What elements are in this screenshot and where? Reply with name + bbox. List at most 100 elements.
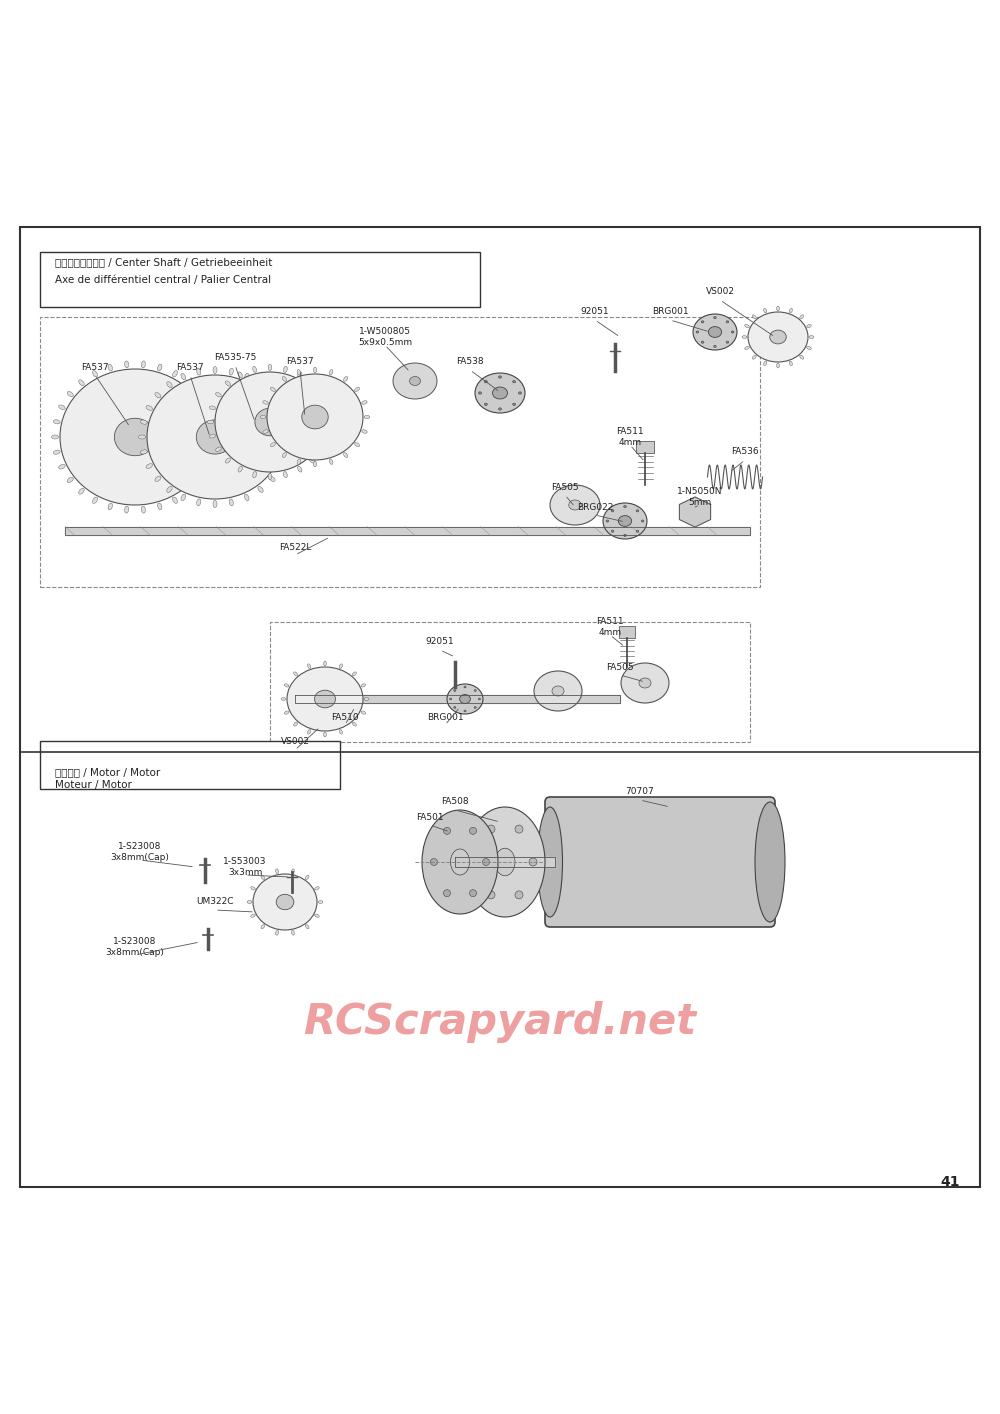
Ellipse shape (515, 826, 523, 833)
Ellipse shape (731, 331, 734, 334)
Ellipse shape (569, 501, 581, 510)
Ellipse shape (361, 711, 366, 714)
FancyBboxPatch shape (40, 252, 480, 307)
Ellipse shape (361, 684, 366, 687)
Ellipse shape (93, 498, 97, 503)
Ellipse shape (205, 404, 211, 410)
Ellipse shape (693, 314, 737, 351)
Ellipse shape (108, 503, 112, 510)
Ellipse shape (460, 694, 470, 704)
Ellipse shape (611, 509, 614, 512)
Ellipse shape (498, 376, 502, 378)
Ellipse shape (67, 478, 73, 482)
Ellipse shape (298, 467, 302, 472)
Ellipse shape (444, 889, 450, 896)
Ellipse shape (210, 420, 217, 424)
Ellipse shape (324, 662, 326, 666)
Ellipse shape (276, 930, 279, 935)
Ellipse shape (278, 406, 284, 410)
Ellipse shape (186, 488, 191, 493)
Ellipse shape (138, 436, 146, 438)
Ellipse shape (352, 672, 356, 676)
Text: FA511
4mm: FA511 4mm (616, 427, 644, 447)
Ellipse shape (313, 368, 317, 373)
Ellipse shape (362, 400, 367, 404)
Ellipse shape (244, 493, 249, 501)
Ellipse shape (618, 516, 632, 526)
Ellipse shape (789, 361, 792, 366)
Ellipse shape (225, 458, 230, 464)
Ellipse shape (313, 461, 317, 467)
Ellipse shape (205, 464, 211, 469)
Ellipse shape (696, 331, 699, 334)
Ellipse shape (268, 474, 272, 479)
Ellipse shape (260, 416, 266, 419)
Ellipse shape (492, 387, 508, 399)
Ellipse shape (59, 404, 65, 410)
Ellipse shape (726, 341, 729, 344)
Text: 92051: 92051 (581, 307, 609, 317)
Ellipse shape (284, 711, 289, 714)
Ellipse shape (247, 901, 252, 904)
Polygon shape (679, 496, 711, 527)
Ellipse shape (752, 315, 756, 318)
Ellipse shape (324, 434, 331, 438)
Text: FA535-75: FA535-75 (214, 352, 256, 362)
Text: UM322C: UM322C (196, 898, 234, 906)
Ellipse shape (329, 369, 333, 375)
Ellipse shape (146, 406, 152, 410)
Ellipse shape (319, 447, 324, 451)
Ellipse shape (270, 443, 275, 447)
Ellipse shape (410, 376, 420, 386)
Text: FA510: FA510 (331, 713, 359, 721)
Text: FA536: FA536 (731, 447, 759, 457)
Ellipse shape (291, 930, 294, 935)
Ellipse shape (261, 875, 265, 880)
Ellipse shape (450, 699, 452, 700)
Ellipse shape (155, 393, 161, 397)
Ellipse shape (181, 493, 186, 501)
Ellipse shape (213, 501, 217, 508)
Ellipse shape (755, 802, 785, 922)
Ellipse shape (752, 355, 756, 359)
Ellipse shape (748, 312, 808, 362)
Ellipse shape (339, 665, 342, 669)
Ellipse shape (552, 686, 564, 696)
Ellipse shape (495, 848, 515, 875)
Ellipse shape (315, 887, 319, 889)
Ellipse shape (238, 467, 242, 472)
FancyBboxPatch shape (545, 797, 775, 928)
Text: FA522L: FA522L (279, 543, 311, 551)
Ellipse shape (244, 373, 249, 380)
Ellipse shape (283, 471, 287, 478)
Ellipse shape (186, 380, 191, 386)
Ellipse shape (276, 868, 279, 874)
Ellipse shape (60, 369, 210, 505)
Ellipse shape (809, 335, 814, 338)
Ellipse shape (269, 477, 275, 481)
Ellipse shape (283, 450, 290, 454)
Ellipse shape (270, 387, 275, 392)
Ellipse shape (294, 672, 298, 676)
Ellipse shape (255, 409, 285, 436)
Ellipse shape (484, 403, 487, 406)
Ellipse shape (276, 894, 294, 909)
Ellipse shape (141, 361, 145, 368)
Text: 1-S23008
3x8mm(Cap): 1-S23008 3x8mm(Cap) (111, 843, 169, 861)
Ellipse shape (167, 486, 172, 492)
Ellipse shape (173, 498, 177, 503)
Ellipse shape (487, 826, 495, 833)
Ellipse shape (470, 827, 477, 834)
Ellipse shape (315, 913, 319, 918)
Ellipse shape (52, 436, 59, 438)
Ellipse shape (726, 321, 729, 322)
Text: センターシャフト / Center Shaft / Getriebeeinheit: センターシャフト / Center Shaft / Getriebeeinhei… (55, 257, 272, 267)
Text: FA537: FA537 (176, 362, 204, 372)
Ellipse shape (454, 707, 456, 708)
Ellipse shape (173, 370, 177, 378)
Ellipse shape (515, 891, 523, 899)
Text: FA505: FA505 (551, 482, 579, 492)
Ellipse shape (624, 534, 626, 536)
Ellipse shape (534, 672, 582, 711)
Ellipse shape (355, 387, 360, 392)
